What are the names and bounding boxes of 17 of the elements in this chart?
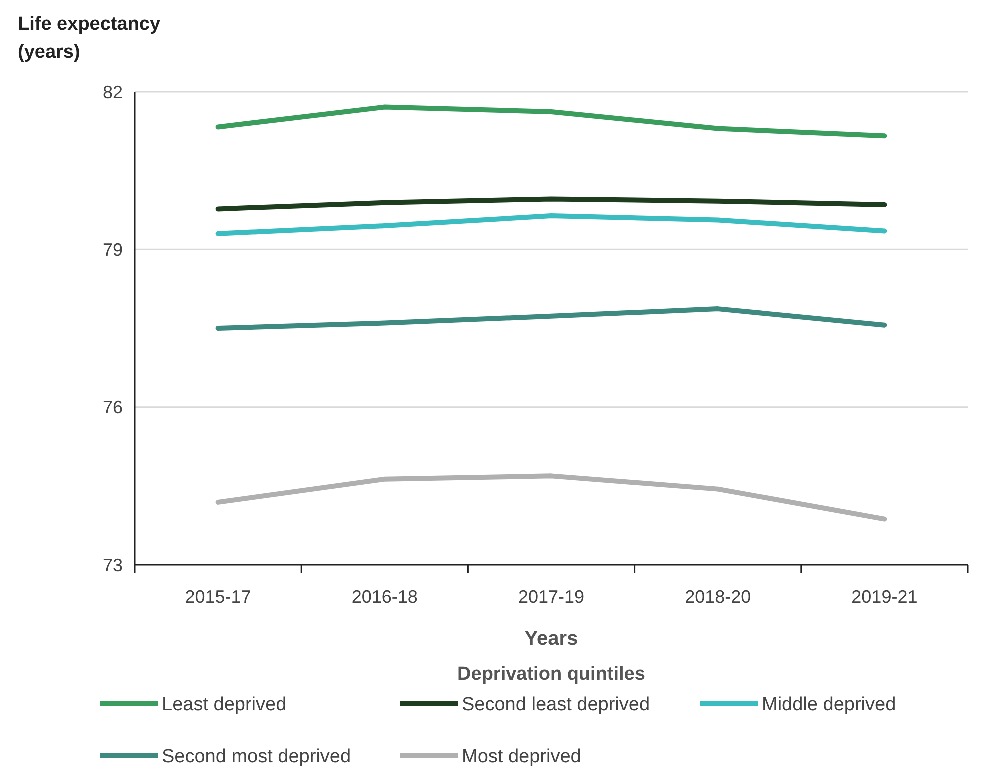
x-tick-label: 2016-18 <box>352 587 418 607</box>
y-tick-label: 79 <box>102 240 123 260</box>
legend-label: Most deprived <box>462 746 582 768</box>
x-axis-title: Years <box>524 628 578 650</box>
legend-label: Second most deprived <box>162 746 352 768</box>
x-tick-label: 2015-17 <box>185 587 252 607</box>
legend-title: Deprivation quintiles <box>458 664 646 685</box>
x-tick-label: 2017-19 <box>518 587 585 607</box>
y-tick-label: 76 <box>102 398 123 418</box>
y-axis-title: Life expectancy (years) <box>18 14 161 63</box>
x-tick-label: 2019-21 <box>852 587 918 607</box>
x-tick-label: 2018-20 <box>685 587 752 607</box>
y-tick-label: 73 <box>102 555 123 576</box>
y-tick-label: 82 <box>102 82 123 102</box>
legend-label: Least deprived <box>162 694 287 716</box>
legend-label: Middle deprived <box>762 694 896 716</box>
legend-label: Second least deprived <box>462 694 650 716</box>
